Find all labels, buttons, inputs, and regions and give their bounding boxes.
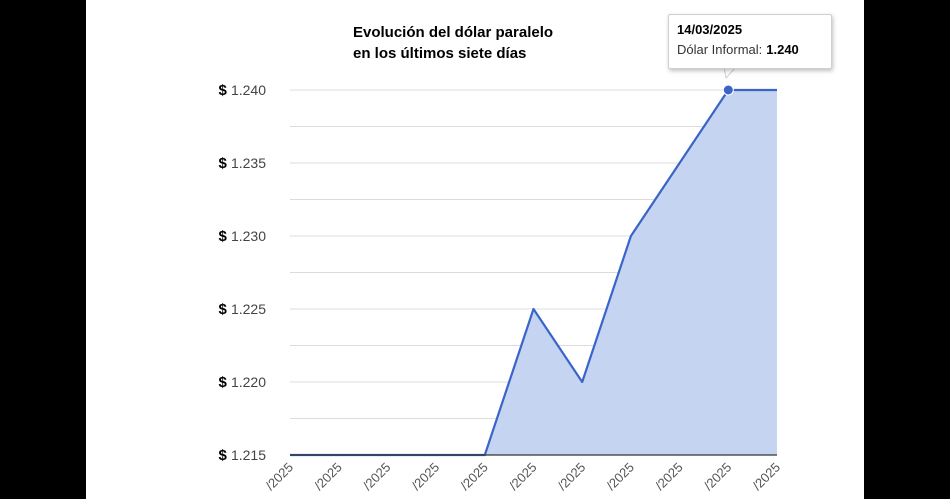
x-tick-label: /2025 xyxy=(750,460,784,494)
chart-panel: $ 1.215 $ 1.220 $ 1.225 $ 1.230 $ 1.235 $ 1.2… xyxy=(86,0,864,499)
x-tick-label: /2025 xyxy=(603,460,637,494)
y-tick-label: $ 1.220 xyxy=(218,374,266,391)
x-tick-label: /2025 xyxy=(701,460,735,494)
tooltip-series-label: Dólar Informal: xyxy=(677,42,763,57)
y-tick-label: $ 1.240 xyxy=(218,82,266,99)
series-area-fill xyxy=(290,90,777,455)
x-tick-label: /2025 xyxy=(409,460,443,494)
x-tick-label: /2025 xyxy=(555,460,589,494)
x-tick-label: /2025 xyxy=(652,460,686,494)
chart-title-line-2: en los últimos siete días xyxy=(353,45,527,62)
chart-title: Evolución del dólar paralelo en los últi… xyxy=(353,22,553,64)
tooltip-value: 1.240 xyxy=(766,42,799,57)
tooltip-date: 14/03/2025 xyxy=(677,22,743,37)
chart-title-line-1: Evolución del dólar paralelo xyxy=(353,24,554,41)
x-tick-label: /2025 xyxy=(311,460,345,494)
x-tick-label: /2025 xyxy=(506,460,540,494)
y-tick-label: $ 1.235 xyxy=(218,155,266,172)
y-tick-label: $ 1.225 xyxy=(218,301,266,318)
x-tick-label: /2025 xyxy=(457,460,491,494)
tooltip: 14/03/2025 Dólar Informal: 1.240 xyxy=(668,14,832,69)
y-tick-label: $ 1.230 xyxy=(218,228,266,245)
chart: $ 1.215 $ 1.220 $ 1.225 $ 1.230 $ 1.235 $ 1.2… xyxy=(218,82,784,494)
tooltip-pointer xyxy=(724,67,736,79)
tooltip-row: Dólar Informal: 1.240 xyxy=(677,41,823,59)
highlight-point xyxy=(722,84,734,96)
x-tick-label: /2025 xyxy=(263,460,297,494)
x-tick-label: /2025 xyxy=(360,460,394,494)
y-tick-label: $ 1.215 xyxy=(218,447,266,464)
